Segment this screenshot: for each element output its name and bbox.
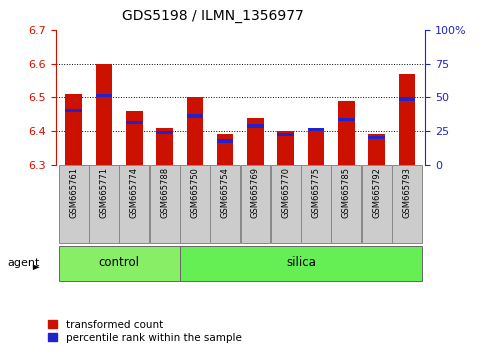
Text: GSM665788: GSM665788 <box>160 167 169 218</box>
FancyBboxPatch shape <box>59 246 180 281</box>
Text: GSM665775: GSM665775 <box>312 167 321 218</box>
FancyBboxPatch shape <box>180 165 210 244</box>
Bar <box>338 118 355 121</box>
Bar <box>398 97 415 101</box>
Text: GSM665770: GSM665770 <box>281 167 290 218</box>
FancyBboxPatch shape <box>210 165 240 244</box>
FancyBboxPatch shape <box>362 165 392 244</box>
Bar <box>156 131 173 135</box>
Bar <box>186 114 203 118</box>
Text: GSM665771: GSM665771 <box>99 167 109 218</box>
Bar <box>126 111 142 165</box>
Text: control: control <box>99 256 140 269</box>
Text: GSM665761: GSM665761 <box>69 167 78 218</box>
Text: agent: agent <box>7 258 40 268</box>
Bar <box>308 127 325 131</box>
Bar <box>96 94 113 97</box>
FancyBboxPatch shape <box>301 165 331 244</box>
Bar <box>65 94 82 165</box>
FancyBboxPatch shape <box>180 246 422 281</box>
FancyBboxPatch shape <box>392 165 422 244</box>
Text: GSM665769: GSM665769 <box>251 167 260 218</box>
Text: GSM665750: GSM665750 <box>190 167 199 218</box>
Text: GSM665785: GSM665785 <box>342 167 351 218</box>
Bar <box>247 124 264 127</box>
Bar <box>338 101 355 165</box>
Bar <box>186 97 203 165</box>
Bar <box>308 127 325 165</box>
Bar <box>277 131 294 165</box>
Text: silica: silica <box>286 256 316 269</box>
Text: GSM665774: GSM665774 <box>130 167 139 218</box>
Bar <box>247 118 264 165</box>
Bar <box>398 74 415 165</box>
Text: GSM665793: GSM665793 <box>402 167 412 218</box>
Polygon shape <box>33 264 40 270</box>
FancyBboxPatch shape <box>59 165 89 244</box>
Text: GSM665792: GSM665792 <box>372 167 381 218</box>
FancyBboxPatch shape <box>89 165 119 244</box>
Bar <box>217 134 233 165</box>
FancyBboxPatch shape <box>331 165 361 244</box>
Bar <box>277 133 294 136</box>
Bar <box>217 139 233 143</box>
Bar <box>126 121 142 124</box>
Bar <box>368 134 385 165</box>
Legend: transformed count, percentile rank within the sample: transformed count, percentile rank withi… <box>44 315 246 347</box>
Bar <box>96 64 113 165</box>
Text: GDS5198 / ILMN_1356977: GDS5198 / ILMN_1356977 <box>122 9 303 23</box>
Bar <box>368 136 385 139</box>
Bar <box>156 127 173 165</box>
Text: GSM665754: GSM665754 <box>221 167 229 218</box>
FancyBboxPatch shape <box>271 165 300 244</box>
Bar <box>65 109 82 113</box>
FancyBboxPatch shape <box>241 165 270 244</box>
FancyBboxPatch shape <box>119 165 149 244</box>
FancyBboxPatch shape <box>150 165 180 244</box>
